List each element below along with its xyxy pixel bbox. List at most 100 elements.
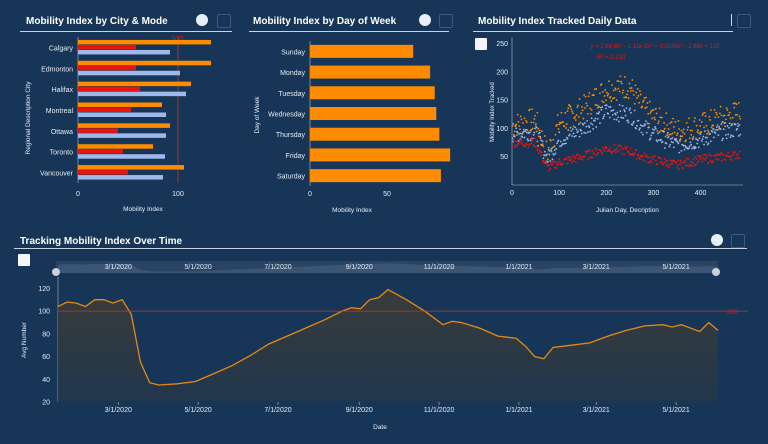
scatter-point	[631, 152, 634, 155]
scatter-point	[688, 147, 690, 150]
scatter-point	[617, 144, 620, 147]
scatter-point	[553, 153, 555, 156]
y-tick-label: 150	[496, 98, 508, 105]
slider-date-label: 7/1/2020	[264, 264, 291, 271]
scatter-point	[571, 135, 573, 137]
scatter-point	[532, 133, 535, 136]
scatter-point	[512, 122, 515, 125]
scatter-point	[678, 128, 681, 130]
scatter-point	[587, 125, 590, 127]
scatter-point	[679, 159, 682, 162]
scatter-point	[574, 161, 577, 163]
scatter-point	[605, 104, 608, 107]
scatter-point	[596, 154, 598, 157]
trend-r-squared: R² = 0.133	[597, 55, 626, 61]
scatter-point	[580, 106, 583, 108]
scatter-point	[724, 158, 727, 161]
scatter-point	[670, 140, 673, 143]
scatter-point	[642, 133, 644, 136]
scatter-point	[596, 117, 599, 120]
daily-data-panel: Mobility Index Tracked Daily Data 50 100 1…	[465, 0, 768, 225]
scatter-point	[699, 133, 702, 135]
scatter-point	[629, 90, 632, 92]
filter-disabled-icon[interactable]	[439, 14, 453, 28]
scatter-point	[694, 117, 696, 119]
scatter-point	[686, 128, 689, 131]
scatter-point	[657, 132, 659, 135]
scatter-point	[713, 108, 716, 111]
menu-icon[interactable]	[731, 14, 732, 26]
scatter-point	[566, 110, 569, 112]
scatter-point	[703, 126, 705, 129]
scatter-point	[636, 124, 638, 127]
scatter-point	[537, 144, 540, 147]
scatter-point	[514, 144, 517, 147]
scatter-point	[729, 117, 732, 120]
scatter-point	[511, 137, 514, 140]
scatter-point	[590, 112, 592, 115]
bar-walking	[78, 112, 166, 117]
x-tick-label: 5/1/2021	[662, 407, 689, 414]
scatter-point	[658, 157, 661, 160]
scatter-point	[679, 135, 682, 138]
scatter-point	[521, 133, 524, 135]
scatter-point	[519, 141, 522, 144]
scatter-point	[599, 122, 601, 125]
scatter-point	[631, 124, 634, 126]
scatter-point	[680, 161, 683, 164]
scatter-point	[598, 111, 601, 113]
scatter-point	[712, 124, 715, 127]
x-axis-label: Date	[373, 424, 387, 431]
scatter-point	[623, 153, 626, 156]
scatter-point	[625, 147, 628, 150]
scatter-point	[641, 105, 644, 108]
scatter-point	[660, 129, 662, 132]
scatter-point	[584, 150, 587, 153]
filter-disabled-icon[interactable]	[737, 14, 751, 28]
home-icon[interactable]	[18, 254, 30, 266]
filter-disabled-icon[interactable]	[217, 14, 231, 28]
scatter-point	[709, 119, 711, 121]
home-icon[interactable]	[475, 38, 487, 50]
scatter-point	[615, 118, 618, 121]
filter-icon[interactable]	[711, 234, 723, 246]
scatter-point	[601, 100, 604, 103]
scatter-point	[531, 138, 534, 141]
scatter-point	[645, 154, 648, 156]
scatter-point	[547, 146, 550, 149]
scatter-point	[665, 165, 668, 167]
scatter-point	[534, 146, 537, 148]
scatter-point	[693, 120, 696, 123]
scatter-point	[646, 122, 649, 125]
scatter-point	[577, 157, 579, 160]
scatter-point	[656, 129, 659, 132]
scatter-point	[617, 150, 619, 153]
bar-walking	[78, 70, 180, 76]
scatter-point	[704, 115, 707, 118]
ref-line-label: 100	[726, 309, 738, 316]
scatter-point	[672, 146, 675, 149]
scatter-point	[704, 153, 707, 156]
scatter-point	[537, 135, 540, 138]
scatter-point	[731, 153, 734, 156]
scatter-point	[522, 143, 524, 146]
scatter-point	[530, 121, 533, 124]
day-week-title: Mobility Index by Day of Week	[253, 16, 397, 27]
scatter-point	[626, 146, 629, 148]
filter-icon[interactable]	[419, 14, 431, 26]
y-axis-label: Mobility Index Tracked	[490, 82, 496, 142]
scatter-point	[573, 117, 576, 120]
scatter-point	[651, 161, 653, 164]
scatter-point	[673, 138, 676, 140]
scatter-point	[731, 159, 733, 161]
scatter-point	[728, 111, 731, 114]
filter-icon[interactable]	[196, 14, 208, 26]
scatter-point	[640, 131, 643, 134]
scatter-point	[645, 155, 647, 158]
scatter-point	[637, 95, 640, 97]
filter-disabled-icon[interactable]	[731, 234, 745, 248]
scatter-point	[687, 126, 690, 129]
scatter-point	[587, 150, 590, 153]
scatter-point	[633, 102, 636, 105]
scatter-point	[739, 117, 742, 120]
